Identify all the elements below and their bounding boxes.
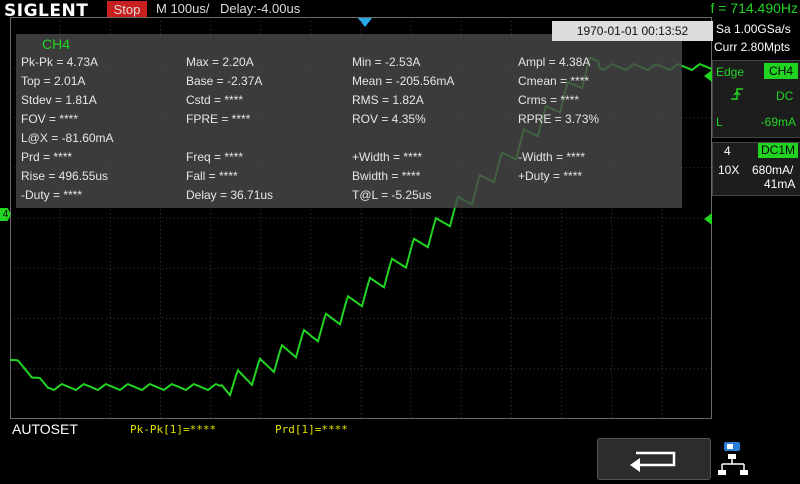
trigger-level-label: L xyxy=(716,115,723,129)
measurement-item: Fall = **** xyxy=(186,169,238,183)
measurement-item: Freq = **** xyxy=(186,150,244,164)
measurement-item: Base = -2.37A xyxy=(186,74,263,88)
network-status-icon[interactable] xyxy=(718,440,752,478)
measurement-item: -Duty = **** xyxy=(21,188,83,202)
return-arrow-icon xyxy=(630,451,676,472)
vertical-offset: 41mA xyxy=(764,177,796,191)
measurement-item: Prd = **** xyxy=(21,150,73,164)
siglent-logo: SIGLENT xyxy=(4,1,89,21)
frequency-counter: f = 714.490Hz xyxy=(710,0,798,16)
measurement-item: Stdev = 1.81A xyxy=(21,93,97,107)
measurement-item: Max = 2.20A xyxy=(186,55,254,69)
measurement-item: RPRE = 3.73% xyxy=(518,112,600,126)
measurement-item: Rise = 496.55us xyxy=(21,169,109,183)
measurement-item: Pk-Pk = 4.73A xyxy=(21,55,99,69)
grid-lines xyxy=(10,17,712,419)
run-state-badge[interactable]: Stop xyxy=(107,1,147,18)
measurement-item: Ampl = 4.38A xyxy=(518,55,591,69)
measurement-item: RMS = 1.82A xyxy=(352,93,424,107)
trigger-source-badge: CH4 xyxy=(764,63,798,79)
channel-number: 4 xyxy=(724,144,731,158)
channel-coupling-badge: DC1M xyxy=(758,143,798,158)
memory-depth: Curr 2.80Mpts xyxy=(714,40,791,54)
measurement-item: Cmean = **** xyxy=(518,74,590,88)
timebase-readout: M 100us/ xyxy=(156,1,210,16)
measurement-item: Delay = 36.71us xyxy=(186,188,274,202)
delay-readout: Delay:-4.00us xyxy=(220,1,301,16)
trigger-level-value: -69mA xyxy=(760,115,796,129)
vertical-scale: 680mA/ xyxy=(752,163,794,177)
trigger-level-marker[interactable] xyxy=(704,213,712,225)
measurement-item: Cstd = **** xyxy=(186,93,244,107)
autoset-label[interactable]: AUTOSET xyxy=(12,421,78,437)
measurement-item: ROV = 4.35% xyxy=(352,112,426,126)
measurement-channel-label: CH4 xyxy=(42,36,71,52)
measurement-item: -Width = **** xyxy=(518,150,586,164)
back-button[interactable] xyxy=(597,438,711,480)
datetime-display: 1970-01-01 00:13:52 xyxy=(552,21,713,41)
pk-pk-measurement: Pk-Pk[1]=**** xyxy=(130,423,217,436)
measurement-item: T@L = -5.25us xyxy=(352,188,432,202)
measurement-item: +Width = **** xyxy=(352,150,423,164)
rising-edge-icon xyxy=(731,88,743,100)
trigger-coupling: DC xyxy=(776,89,794,103)
trigger-type: Edge xyxy=(716,65,745,79)
period-measurement: Prd[1]=**** xyxy=(275,423,348,436)
channel4-ground-marker[interactable]: 4 xyxy=(0,208,11,221)
measurement-item: Min = -2.53A xyxy=(352,55,421,69)
measurement-item: FPRE = **** xyxy=(186,112,251,126)
measurement-item: +Duty = **** xyxy=(518,169,583,183)
measurement-item: Top = 2.01A xyxy=(21,74,86,88)
ch4-offset-marker-right[interactable] xyxy=(704,70,712,82)
probe-attenuation: 10X xyxy=(718,163,740,177)
measurement-panel xyxy=(16,34,682,208)
measurement-item: L@X = -81.60mA xyxy=(21,131,114,145)
measurement-item: Mean = -205.56mA xyxy=(352,74,455,88)
trigger-position-marker[interactable] xyxy=(357,17,373,27)
measurement-item: Crms = **** xyxy=(518,93,580,107)
measurement-item: Bwidth = **** xyxy=(352,169,421,183)
sample-rate: Sa 1.00GSa/s xyxy=(716,22,791,36)
measurement-item: FOV = **** xyxy=(21,112,79,126)
